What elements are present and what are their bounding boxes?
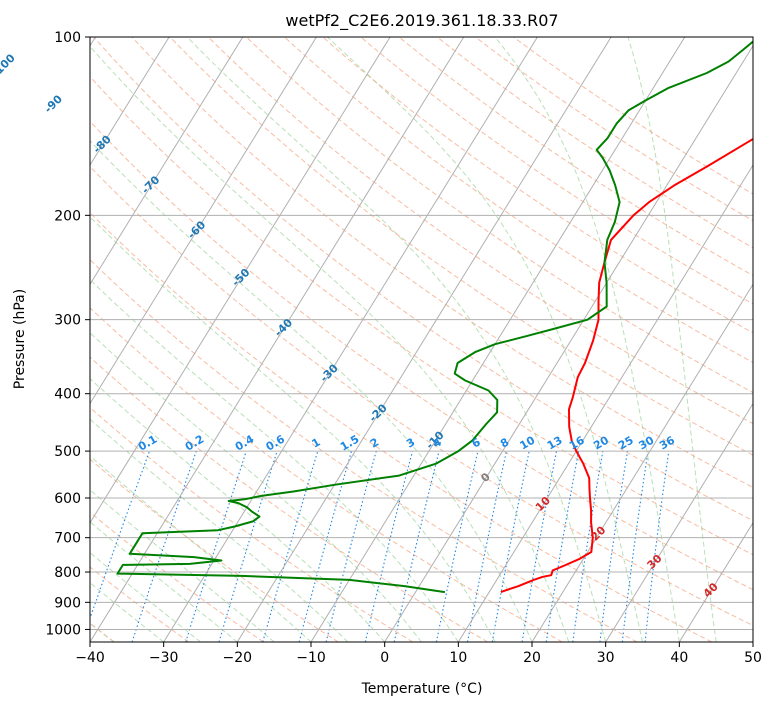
moist-adiabat-line [326, 37, 643, 642]
dry-adiabat-line [90, 458, 339, 642]
mixing-ratio-line [393, 450, 440, 642]
mixing-ratio-line [572, 451, 604, 642]
plot-area-background [90, 37, 753, 642]
moist-adiabat-line [90, 489, 275, 642]
moist-adiabat-line [90, 139, 533, 642]
isotherm-line [163, 37, 538, 642]
x-tick-label: −10 [296, 650, 326, 666]
chart-title: wetPf2_C2E6.2019.361.18.33.R07 [285, 11, 558, 31]
dry-adiabat-line [169, 37, 753, 456]
dry-adiabat-line [360, 37, 753, 305]
y-tick-label: 700 [54, 531, 81, 547]
dry-adiabat-line [474, 37, 753, 222]
y-tick-label: 300 [54, 313, 81, 329]
dry-adiabat-line [207, 37, 753, 425]
dry-adiabat-line [90, 211, 712, 642]
isotherm-line [90, 37, 391, 524]
dry-adiabat-line [90, 75, 753, 556]
x-axis: −40 −30 −20 −10 0 10 20 30 40 50 [75, 642, 762, 666]
mixing-ratio-line [466, 450, 508, 642]
moist-adiabat-line [90, 552, 201, 642]
x-tick-label: 40 [670, 650, 688, 666]
y-tick-label: 500 [54, 444, 81, 460]
dry-adiabat-line [284, 37, 753, 363]
y-axis-label: Pressure (hPa) [12, 289, 28, 389]
isotherm-line [605, 402, 753, 642]
dry-adiabat-line [90, 259, 638, 642]
dry-adiabat-line [90, 511, 264, 642]
plot-frame [89, 36, 754, 643]
mixing-ratio-line [90, 450, 151, 620]
x-tick-label: −40 [75, 650, 105, 666]
moist-adiabat-line [90, 332, 422, 642]
y-tick-label: 100 [54, 30, 81, 46]
mixing-ratio-line [435, 450, 479, 642]
moist-adiabat-line [627, 37, 717, 642]
isotherm-line [90, 37, 317, 405]
isotherm-line [384, 44, 753, 642]
x-axis-label: Temperature (°C) [361, 681, 483, 697]
pressure-grid-lines [90, 37, 753, 630]
y-tick-label: 600 [54, 491, 81, 507]
mixing-ratio-line [521, 450, 558, 642]
mixing-ratio-line [599, 451, 629, 642]
x-tick-label: 10 [449, 650, 467, 666]
mixing-ratio-line [325, 450, 377, 642]
dry-adiabat-line [93, 37, 753, 522]
mixing-ratio-line [644, 451, 670, 642]
y-tick-label: 800 [54, 565, 81, 581]
mixing-ratio-line [218, 450, 278, 642]
dry-adiabat-line [436, 37, 753, 249]
moist-adiabat-line [90, 216, 496, 642]
x-tick-label: −20 [223, 650, 253, 666]
mixing-ratio-line [621, 451, 649, 642]
y-tick-label: 900 [54, 595, 81, 611]
isotherm-line [90, 37, 170, 167]
moist-adiabat-line [90, 45, 570, 642]
x-tick-label: 30 [597, 650, 615, 666]
isotherm-lines [90, 37, 753, 642]
y-tick-label: 1000 [45, 622, 81, 638]
mixing-ratio-line [491, 450, 530, 642]
y-axis: 1000 900 800 700 600 500 400 300 200 100 [45, 30, 90, 638]
isotherm-line [236, 37, 612, 642]
dewpoint-profile-line [116, 40, 753, 594]
isotherm-line [678, 521, 753, 642]
data-series [116, 40, 753, 594]
y-tick-label: 200 [54, 208, 81, 224]
y-tick-label: 400 [54, 387, 81, 403]
isotherm-line [531, 283, 753, 642]
mixing-ratio-line [185, 450, 247, 642]
x-tick-label: −30 [149, 650, 179, 666]
mixing-ratio-line [131, 450, 197, 642]
isotherm-line [310, 37, 686, 642]
x-tick-label: 50 [744, 650, 762, 666]
isotherm-line [90, 37, 244, 286]
dry-adiabat-line [90, 120, 753, 591]
moist-adiabat-line [186, 37, 607, 642]
x-tick-label: 20 [523, 650, 541, 666]
isotherm-line [90, 37, 465, 642]
temperature-profile-line [500, 137, 753, 594]
moist-adiabats [90, 37, 717, 642]
x-tick-label: 0 [380, 650, 389, 666]
isotherm-line [457, 164, 753, 642]
dry-adiabat-line [131, 37, 753, 489]
mixing-ratio-line [262, 450, 319, 642]
moist-adiabat-line [494, 37, 680, 642]
dry-adiabats [90, 37, 753, 642]
mixing-ratio-line [364, 450, 414, 642]
